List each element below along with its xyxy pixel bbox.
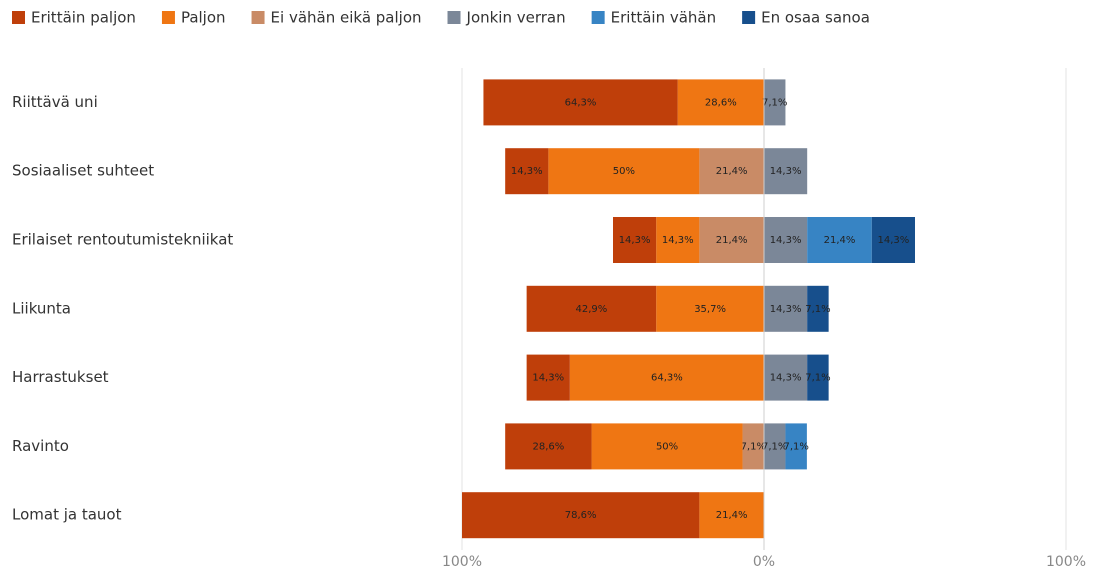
legend-swatch	[251, 11, 265, 24]
value-label: 64,3%	[565, 97, 597, 108]
bar-segment	[871, 217, 915, 263]
legend-swatch	[447, 11, 461, 24]
x-tick-label: 100%	[442, 554, 482, 570]
bar-segment	[785, 423, 807, 470]
bar-segment	[807, 217, 872, 263]
legend-swatch	[591, 11, 605, 24]
legend-label: Erittäin paljon	[31, 9, 136, 27]
bar-segment	[613, 217, 657, 263]
bar-segment	[699, 148, 764, 195]
value-label: 21,4%	[716, 235, 748, 246]
bar-segment	[505, 148, 549, 195]
value-label: 14,3%	[770, 373, 802, 384]
value-label: 14,3%	[770, 166, 802, 177]
value-label: 14,3%	[770, 304, 802, 315]
bar-segment	[569, 354, 764, 401]
legend-swatch	[742, 11, 756, 24]
value-label: 21,4%	[716, 510, 748, 521]
value-label: 50%	[656, 441, 678, 452]
value-label: 28,6%	[532, 441, 564, 452]
bar-segment	[764, 354, 808, 401]
bar-segment	[807, 354, 829, 401]
category-label: Riittävä uni	[12, 93, 98, 111]
value-label: 7,1%	[741, 441, 766, 452]
value-label: 14,3%	[662, 235, 694, 246]
legend-swatch	[12, 11, 25, 24]
bar-segment	[699, 492, 764, 539]
category-label: Erilaiset rentoutumistekniikat	[12, 231, 233, 249]
value-label: 28,6%	[705, 97, 737, 108]
category-label: Harrastukset	[12, 368, 109, 386]
bar-segment	[656, 285, 764, 332]
bar-segment	[742, 423, 764, 470]
bar-segment	[505, 423, 592, 470]
bar-segment	[699, 217, 764, 263]
value-label: 14,3%	[619, 235, 651, 246]
bar-segment	[677, 79, 764, 126]
bar-segment	[462, 492, 700, 539]
bar-segment	[483, 79, 678, 126]
value-label: 50%	[613, 166, 635, 177]
category-label: Liikunta	[12, 299, 71, 317]
value-label: 7,1%	[762, 97, 787, 108]
value-label: 7,1%	[762, 441, 787, 452]
value-label: 21,4%	[824, 235, 856, 246]
legend-label: En osaa sanoa	[761, 9, 870, 27]
bar-segment	[526, 354, 570, 401]
bar-segment	[764, 79, 786, 126]
bar-segment	[807, 285, 829, 332]
legend-label: Erittäin vähän	[611, 9, 716, 27]
category-label: Lomat ja tauot	[12, 506, 122, 524]
category-label: Ravinto	[12, 437, 69, 455]
value-label: 21,4%	[716, 166, 748, 177]
bar-segment	[526, 285, 657, 332]
value-label: 64,3%	[651, 373, 683, 384]
x-tick-label: 0%	[753, 554, 775, 570]
bar-segment	[764, 217, 808, 263]
value-label: 14,3%	[878, 235, 910, 246]
value-label: 14,3%	[770, 235, 802, 246]
value-label: 78,6%	[565, 510, 597, 521]
bar-segment	[764, 423, 786, 470]
legend-label: Jonkin verran	[466, 9, 566, 27]
value-label: 14,3%	[511, 166, 543, 177]
bar-segment	[764, 285, 808, 332]
bar-segment	[591, 423, 743, 470]
value-label: 35,7%	[694, 304, 726, 315]
bar-segment	[656, 217, 700, 263]
value-label: 42,9%	[576, 304, 608, 315]
value-label: 7,1%	[805, 373, 830, 384]
x-tick-label: 100%	[1046, 554, 1086, 570]
bar-segment	[548, 148, 700, 195]
value-label: 7,1%	[805, 304, 830, 315]
category-label: Sosiaaliset suhteet	[12, 162, 154, 180]
bar-segment	[764, 148, 808, 195]
value-label: 7,1%	[783, 441, 808, 452]
legend-swatch	[161, 11, 175, 24]
value-label: 14,3%	[532, 373, 564, 384]
legend-label: Ei vähän eikä paljon	[271, 9, 422, 27]
legend-label: Paljon	[181, 9, 226, 27]
